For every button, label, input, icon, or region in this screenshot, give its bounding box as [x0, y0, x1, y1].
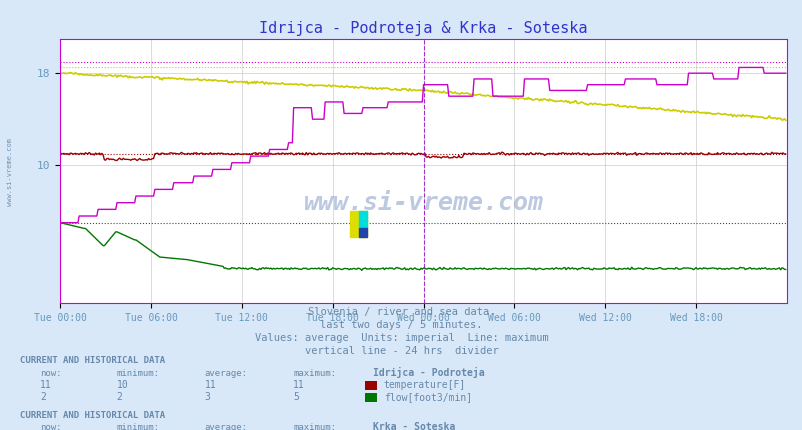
Text: maximum:: maximum:: [293, 424, 336, 430]
Text: Slovenia / river and sea data.: Slovenia / river and sea data.: [307, 307, 495, 317]
Text: 2: 2: [116, 392, 122, 402]
Text: CURRENT AND HISTORICAL DATA: CURRENT AND HISTORICAL DATA: [20, 411, 165, 420]
Text: now:: now:: [40, 369, 62, 378]
Text: temperature[F]: temperature[F]: [383, 380, 465, 390]
Text: flow[foot3/min]: flow[foot3/min]: [383, 392, 472, 402]
Text: minimum:: minimum:: [116, 424, 160, 430]
Text: Krka - Soteska: Krka - Soteska: [373, 422, 455, 430]
Text: Idrijca - Podroteja: Idrijca - Podroteja: [373, 367, 484, 378]
Text: Values: average  Units: imperial  Line: maximum: Values: average Units: imperial Line: ma…: [254, 333, 548, 343]
Text: 2: 2: [40, 392, 46, 402]
Text: 11: 11: [205, 380, 217, 390]
Text: average:: average:: [205, 369, 248, 378]
Text: maximum:: maximum:: [293, 369, 336, 378]
Text: minimum:: minimum:: [116, 369, 160, 378]
Title: Idrijca - Podroteja & Krka - Soteska: Idrijca - Podroteja & Krka - Soteska: [259, 21, 587, 36]
Text: 11: 11: [293, 380, 305, 390]
Text: 10: 10: [116, 380, 128, 390]
Text: average:: average:: [205, 424, 248, 430]
Text: CURRENT AND HISTORICAL DATA: CURRENT AND HISTORICAL DATA: [20, 356, 165, 366]
Text: 11: 11: [40, 380, 52, 390]
Text: last two days / 5 minutes.: last two days / 5 minutes.: [320, 320, 482, 330]
Text: www.si-vreme.com: www.si-vreme.com: [6, 138, 13, 206]
Text: 5: 5: [293, 392, 298, 402]
Text: now:: now:: [40, 424, 62, 430]
Text: 3: 3: [205, 392, 210, 402]
Text: vertical line - 24 hrs  divider: vertical line - 24 hrs divider: [304, 346, 498, 356]
Text: www.si-vreme.com: www.si-vreme.com: [303, 190, 543, 215]
